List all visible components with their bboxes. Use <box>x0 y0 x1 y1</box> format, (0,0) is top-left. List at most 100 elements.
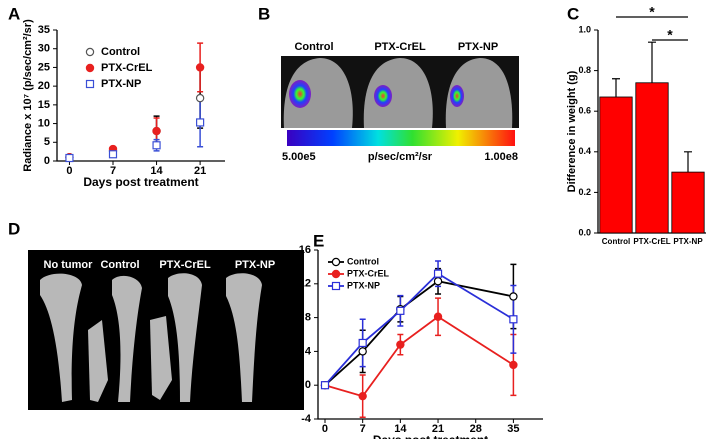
data-point <box>509 360 518 370</box>
x-tick-label: Control <box>602 237 630 246</box>
image-caption: PTX-CrEL <box>374 41 426 53</box>
panel-letter: D <box>8 219 20 238</box>
image-caption: Control <box>294 41 333 53</box>
error-bar <box>612 78 620 97</box>
y-tick-label: 10 <box>38 117 50 129</box>
data-point <box>108 150 118 159</box>
image-caption: No tumor <box>44 259 94 271</box>
data-point <box>433 269 443 278</box>
legend-label: PTX-NP <box>347 280 380 290</box>
x-axis-label: Days post treatment <box>373 433 488 439</box>
y-tick-label: 25 <box>38 61 50 73</box>
y-tick-label: 35 <box>38 24 50 36</box>
y-tick-label: 5 <box>44 136 50 148</box>
y-tick-label: -4 <box>301 413 312 425</box>
y-tick-label: 0 <box>44 155 50 167</box>
y-tick-label: 12 <box>299 278 311 290</box>
x-tick-label: 0 <box>66 165 72 177</box>
x-tick-label: PTX-NP <box>673 237 703 246</box>
x-tick-label: 0 <box>322 423 328 435</box>
bones <box>40 273 262 402</box>
data-point <box>152 141 161 150</box>
y-tick-label: 8 <box>305 312 311 324</box>
y-tick-label: 0.8 <box>578 65 591 75</box>
legend-label: PTX-CrEL <box>101 62 153 74</box>
data-point <box>433 312 443 321</box>
signal <box>450 85 464 107</box>
bar <box>635 82 669 234</box>
x-tick-label: 21 <box>432 423 444 435</box>
data-point <box>358 391 367 401</box>
legend-label: PTX-NP <box>101 78 141 90</box>
data-point <box>65 153 74 163</box>
colorbar-label: 5.00e5 <box>282 151 316 163</box>
x-tick-label: PTX-CrEL <box>633 237 670 246</box>
y-axis-label: % Change in weight <box>286 282 298 386</box>
legend-marker <box>85 63 95 73</box>
data-point <box>358 338 367 348</box>
x-tick-label: 28 <box>470 423 482 435</box>
data-point <box>396 306 405 315</box>
panel-letter: E <box>313 231 324 250</box>
signal <box>289 80 311 108</box>
legend-label: Control <box>347 256 379 266</box>
panel-letter: B <box>258 4 270 23</box>
x-tick-label: 35 <box>507 423 519 435</box>
data-point <box>196 118 205 127</box>
image-caption: PTX-NP <box>458 41 498 53</box>
legend-marker <box>85 47 95 57</box>
panel-d: D No tumor Control PTX-CrEL PTX-NP <box>8 219 304 410</box>
error-bar <box>684 151 692 173</box>
series-line <box>324 315 514 398</box>
data-point <box>195 63 205 72</box>
panel-b: B Control PTX-CrEL PTX-NP 5.00e5 p/sec/c… <box>258 4 519 163</box>
series-line <box>324 280 514 386</box>
image-caption: Control <box>100 259 139 271</box>
significance-label: * <box>667 27 673 43</box>
colorbar-unit: p/sec/cm²/sr <box>368 151 433 163</box>
y-tick-label: 15 <box>38 99 50 111</box>
y-axis-label: Radiance x 10⁷ (p/sec/cm²/sr) <box>22 19 34 172</box>
legend-marker <box>85 79 95 89</box>
data-point <box>433 277 443 286</box>
legend-label: Control <box>101 46 140 58</box>
data-point <box>396 340 405 349</box>
y-tick-label: 0.6 <box>578 106 591 116</box>
legend-label: PTX-CrEL <box>347 268 390 278</box>
data-point <box>152 126 161 136</box>
colorbar-label: 1.00e8 <box>484 151 518 163</box>
y-tick-label: 4 <box>305 345 312 357</box>
bar <box>671 171 705 234</box>
y-tick-label: 0 <box>305 379 311 391</box>
y-tick-label: 0.4 <box>578 146 591 156</box>
x-tick-label: 7 <box>360 423 366 435</box>
error-bar <box>648 41 656 83</box>
image-caption: PTX-CrEL <box>159 259 211 271</box>
y-tick-label: 0.0 <box>578 227 591 237</box>
data-point <box>509 292 518 301</box>
mice <box>283 58 513 128</box>
panel-letter: A <box>8 4 20 23</box>
y-tick-label: 30 <box>38 43 50 55</box>
legend-marker <box>331 257 341 267</box>
x-tick-label: 14 <box>394 423 407 435</box>
data-point <box>195 93 205 103</box>
legend-marker <box>331 281 341 291</box>
x-tick-label: 7 <box>110 165 116 177</box>
x-axis-label: Days post treatment <box>83 175 198 189</box>
data-point <box>358 347 367 356</box>
x-tick-label: 14 <box>150 165 163 177</box>
x-tick-label: 21 <box>194 165 206 177</box>
legend-marker <box>331 269 341 279</box>
image-caption: PTX-NP <box>235 259 275 271</box>
y-tick-label: 0.2 <box>578 187 591 197</box>
data-point <box>509 315 518 324</box>
y-tick-label: 1.0 <box>578 24 591 34</box>
y-axis-label: Difference in weight (g) <box>566 70 578 192</box>
bar <box>599 96 633 234</box>
y-tick-label: 16 <box>299 244 311 256</box>
data-point <box>320 381 330 390</box>
significance-label: * <box>649 4 655 20</box>
panel-letter: C <box>567 4 579 23</box>
